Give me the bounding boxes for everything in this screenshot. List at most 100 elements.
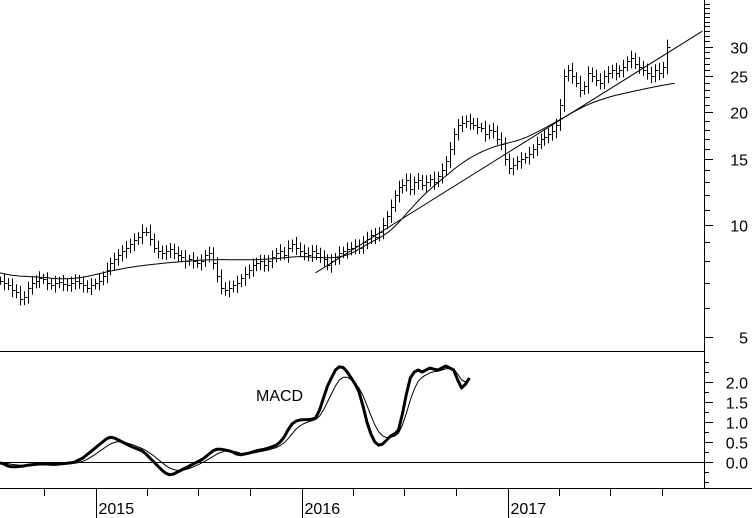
price-bar [292, 239, 296, 253]
price-bar [24, 291, 28, 306]
price-bar [213, 247, 217, 270]
price-bar [300, 242, 304, 257]
price-bar [537, 136, 541, 156]
price-bar [497, 125, 501, 145]
price-bar [233, 280, 237, 293]
price-bar [600, 73, 604, 90]
price-bar [560, 99, 564, 131]
price-bar [596, 69, 600, 87]
price-bar [87, 280, 91, 293]
price-bar [446, 155, 450, 176]
price-bar [304, 244, 308, 261]
price-bar [166, 245, 170, 260]
price-bar [174, 243, 178, 260]
price-bar [12, 278, 16, 298]
macd-line [0, 364, 471, 477]
price-bar [505, 137, 509, 166]
price-bar [122, 245, 126, 262]
price-bar [623, 59, 627, 78]
price-bar [39, 271, 43, 288]
price-bar [245, 266, 249, 286]
x-ticks: 2015 2016 2017 [44, 488, 663, 518]
price-y-ticks: 5 10 15 20 25 30 [704, 4, 748, 348]
price-bar [288, 240, 292, 263]
year-tick-label: 2017 [511, 501, 547, 518]
price-bar [564, 69, 568, 112]
price-bar [438, 171, 442, 188]
macd-tick-label: 0.0 [726, 456, 748, 473]
price-bar [473, 117, 477, 130]
price-panel [0, 30, 703, 306]
price-bar [28, 281, 32, 304]
price-bar [99, 273, 103, 291]
price-bars [0, 39, 671, 306]
price-bar [458, 119, 462, 141]
price-bar [32, 276, 36, 295]
price-bar [296, 236, 300, 255]
price-bar [241, 274, 245, 288]
price-bar [276, 248, 280, 263]
price-bar [264, 254, 268, 272]
price-tick-label: 25 [730, 70, 748, 87]
price-bar [635, 52, 639, 70]
price-bar [647, 63, 651, 80]
price-bar [466, 115, 470, 129]
price-bar [584, 81, 588, 95]
price-bar [103, 271, 107, 286]
price-bar [150, 224, 154, 246]
price-bar [651, 66, 655, 83]
price-bar [162, 245, 166, 260]
price-bar [418, 173, 422, 190]
price-tick-label: 30 [730, 41, 748, 58]
price-bar [462, 115, 466, 132]
price-bar [414, 176, 418, 195]
price-bar [548, 128, 552, 144]
price-bar [406, 173, 410, 192]
macd-y-ticks: 0.0 0.5 1.0 1.5 2.0 [704, 362, 748, 483]
price-bar [426, 175, 430, 193]
price-bar [130, 238, 134, 254]
price-bar [221, 269, 225, 295]
price-bar [225, 282, 229, 296]
price-bar [410, 173, 414, 196]
price-bar [489, 124, 493, 140]
price-tick-label: 15 [730, 153, 748, 170]
price-bar [521, 152, 525, 169]
price-bar [146, 227, 150, 236]
price-bar [8, 278, 12, 291]
price-bar [477, 118, 481, 135]
price-bar [659, 63, 663, 81]
price-bar [513, 157, 517, 176]
price-bar [158, 240, 162, 259]
price-bar [126, 240, 130, 259]
price-bar [189, 254, 193, 266]
year-tick-label: 2015 [99, 501, 135, 518]
price-bar [663, 61, 667, 79]
price-bar [517, 156, 521, 170]
price-bar [138, 232, 142, 245]
price-bar [51, 278, 55, 290]
price-bar [197, 256, 201, 268]
price-bar [217, 257, 221, 283]
price-bar [118, 249, 122, 266]
price-bar [75, 274, 79, 290]
price-bar [181, 250, 185, 263]
price-bar [67, 278, 71, 292]
price-bar [272, 250, 276, 269]
price-bar [655, 64, 659, 83]
price-bar [631, 50, 635, 69]
macd-tick-label: 1.0 [726, 416, 748, 433]
price-bar [434, 171, 438, 190]
price-bar [71, 276, 75, 292]
price-bar [4, 273, 8, 291]
price-bar [544, 130, 548, 146]
price-bar [134, 233, 138, 252]
price-bar [639, 57, 643, 74]
price-bar [339, 246, 343, 265]
price-bar [612, 64, 616, 79]
price-bar [430, 174, 434, 187]
price-bar [588, 66, 592, 94]
price-bar [422, 174, 426, 191]
